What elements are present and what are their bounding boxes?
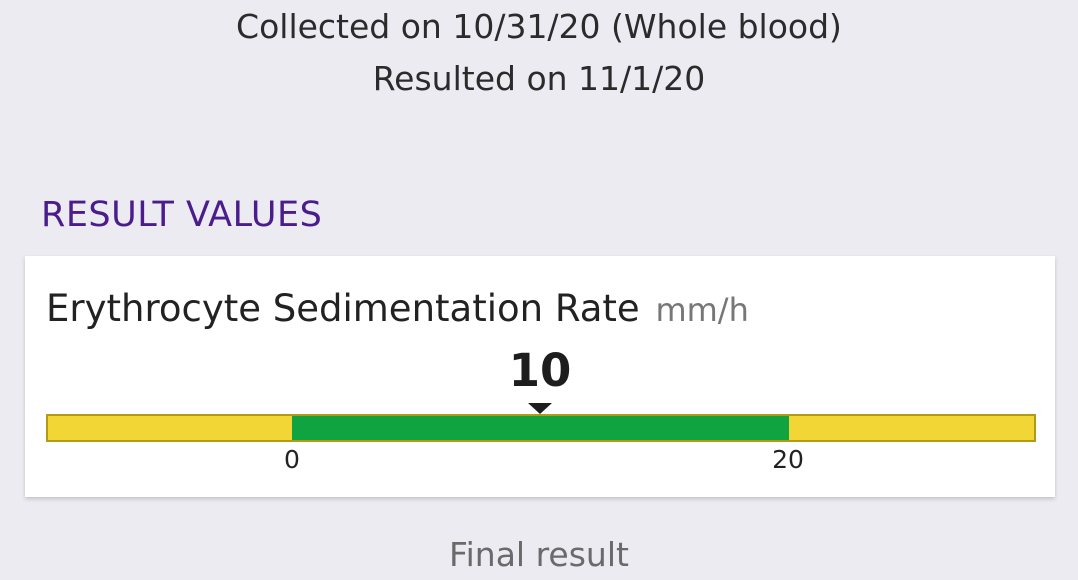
collected-date-text: Collected on 10/31/20 (Whole blood): [236, 7, 842, 46]
value-marker-icon: [528, 403, 552, 414]
result-value: 10: [508, 344, 572, 397]
normal-range-segment: [292, 416, 789, 440]
test-unit: mm/h: [655, 291, 749, 329]
range-high-label: 20: [772, 445, 804, 474]
test-name: Erythrocyte Sedimentation Rate: [46, 287, 640, 330]
below-range-segment: [48, 416, 292, 440]
result-card[interactable]: Erythrocyte Sedimentation Rate mm/h 10 0…: [25, 256, 1055, 497]
result-status: Final result: [449, 535, 629, 574]
range-low-label: 0: [284, 445, 300, 474]
resulted-date-text: Resulted on 11/1/20: [372, 59, 706, 98]
test-name-line: Erythrocyte Sedimentation Rate mm/h: [46, 286, 749, 333]
section-title: RESULT VALUES: [41, 195, 323, 235]
reference-range-bar: [46, 414, 1036, 442]
above-range-segment: [789, 416, 1034, 440]
